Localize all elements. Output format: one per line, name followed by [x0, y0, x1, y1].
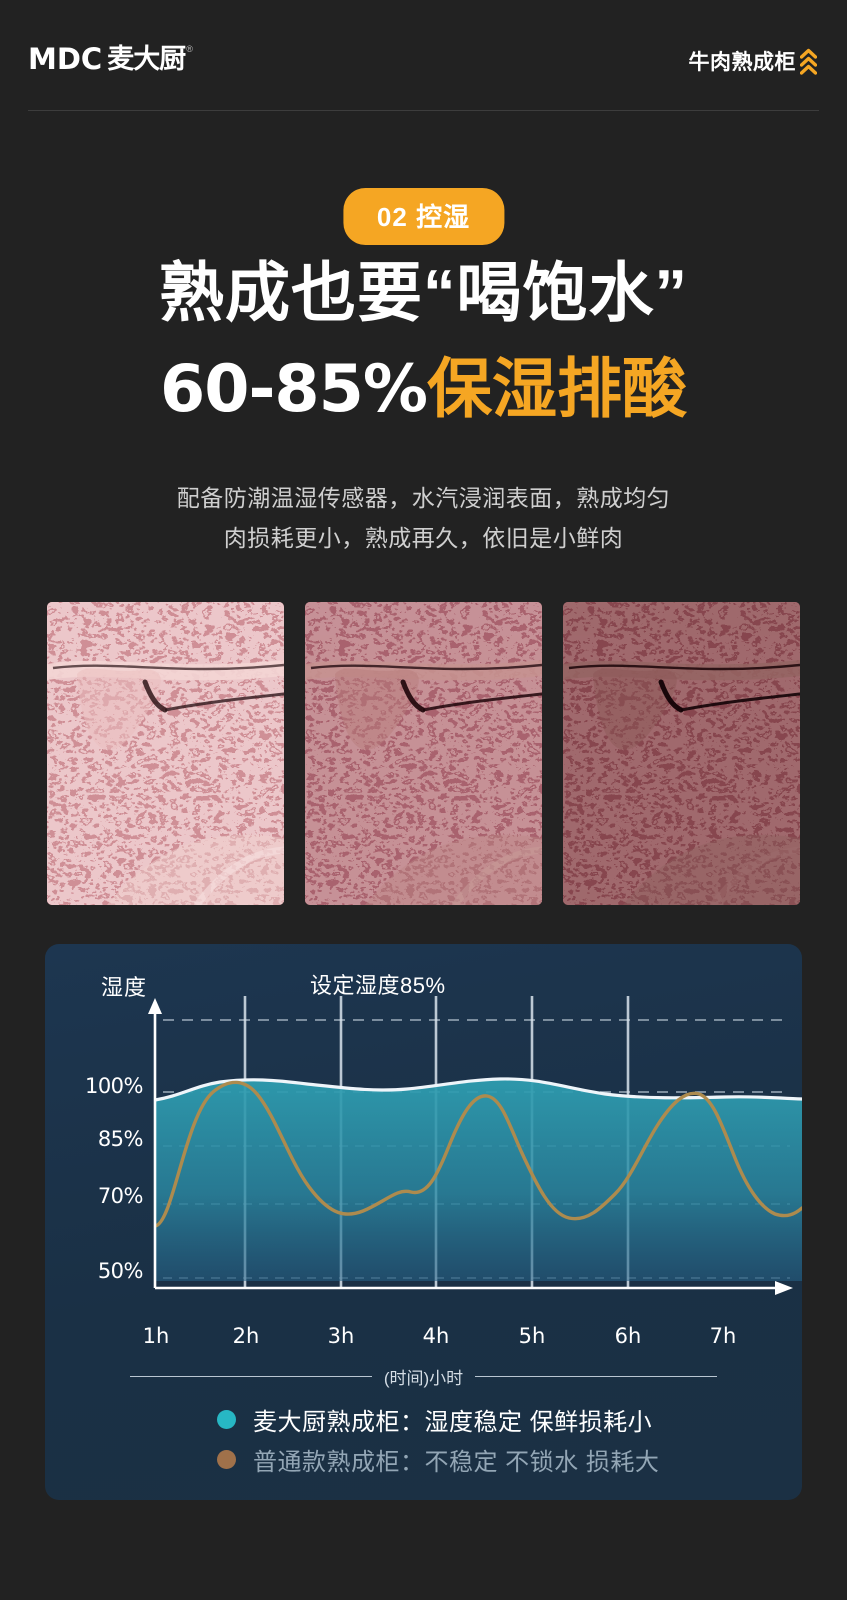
page-title: 熟成也要“喝饱水” — [158, 256, 688, 329]
marbled-beef-image-medium — [305, 602, 542, 905]
hero-description-line-1: 配备防潮温湿传感器，水汽浸润表面，熟成均匀 — [176, 485, 671, 511]
legend-item-mdc: 麦大厨熟成柜：湿度稳定 保鲜损耗小 — [217, 1399, 659, 1439]
caption-rule-right — [475, 1376, 718, 1377]
header-category: 牛肉熟成柜 — [688, 46, 817, 76]
page-subtitle-headline: 60-85%保湿排酸 — [0, 350, 847, 429]
chart-legend: 麦大厨熟成柜：湿度稳定 保鲜损耗小 普通款熟成柜：不稳定 不锁水 损耗大 — [217, 1399, 659, 1479]
y-tick-100: 100% — [84, 1074, 144, 1098]
registered-trademark-icon: ® — [186, 44, 193, 54]
beef-photo-aged — [563, 602, 800, 905]
header-divider — [28, 110, 819, 111]
x-tick-6h: 6h — [614, 1324, 642, 1348]
chart-x-axis-caption: (时间)小时 — [45, 1364, 802, 1389]
series-mdc-stable — [155, 1077, 802, 1281]
y-tick-85: 85% — [97, 1127, 144, 1151]
chevron-up-icon — [800, 48, 817, 75]
logo-mark-text: MDC — [28, 42, 103, 76]
legend-dot-ordinary-icon — [217, 1449, 236, 1469]
headline-range-value: 60-85% — [159, 352, 428, 427]
legend-dot-mdc-icon — [217, 1409, 236, 1429]
x-tick-3h: 3h — [327, 1324, 355, 1348]
hero-description: 配备防潮温湿传感器，水汽浸润表面，熟成均匀 肉损耗更小，熟成再久，依旧是小鲜肉 — [0, 478, 847, 558]
series-ordinary-unstable — [155, 1080, 802, 1228]
logo-chinese-text: 麦大厨 — [107, 44, 186, 74]
chart-setpoint-annotation: 设定湿度85% — [310, 973, 446, 998]
caption-rule-left — [129, 1376, 372, 1377]
headline-feature-label: 保湿排酸 — [427, 352, 688, 425]
header-category-label: 牛肉熟成柜 — [688, 51, 796, 74]
chart-x-axis — [155, 1281, 793, 1295]
x-tick-2h: 2h — [232, 1324, 260, 1348]
x-tick-5h: 5h — [518, 1324, 546, 1348]
x-tick-4h: 4h — [422, 1324, 450, 1348]
beef-photo-aging — [305, 602, 542, 905]
page-header: MDC 麦大厨 ® 牛肉熟成柜 — [0, 0, 847, 112]
humidity-plot-svg — [148, 996, 802, 1295]
chart-plot-area — [45, 996, 802, 1336]
chart-y-axis-title: 湿度 — [101, 975, 148, 1000]
legend-label-ordinary: 普通款熟成柜：不稳定 不锁水 损耗大 — [253, 1448, 660, 1476]
y-tick-70: 70% — [97, 1184, 144, 1208]
brand-logo: MDC 麦大厨 ® — [28, 44, 193, 78]
hero-description-line-2: 肉损耗更小，熟成再久，依旧是小鲜肉 — [223, 525, 624, 551]
humidity-chart-panel: 湿度 设定湿度85% 100% 85% 70% 50% 1h 2h 3h 4h … — [45, 944, 802, 1500]
legend-item-ordinary: 普通款熟成柜：不稳定 不锁水 损耗大 — [217, 1439, 659, 1479]
x-tick-7h: 7h — [709, 1324, 737, 1348]
beef-photo-strip — [47, 602, 800, 905]
section-badge: 02 控湿 — [342, 188, 505, 245]
y-tick-50: 50% — [97, 1259, 144, 1283]
beef-photo-fresh — [47, 602, 284, 905]
chart-x-axis-label: (时间)小时 — [383, 1369, 464, 1388]
legend-label-mdc: 麦大厨熟成柜：湿度稳定 保鲜损耗小 — [253, 1408, 653, 1436]
chart-y-axis — [148, 998, 162, 1288]
marbled-beef-image-light — [47, 602, 284, 905]
x-tick-1h: 1h — [142, 1324, 170, 1348]
marbled-beef-image-dark — [563, 602, 800, 905]
